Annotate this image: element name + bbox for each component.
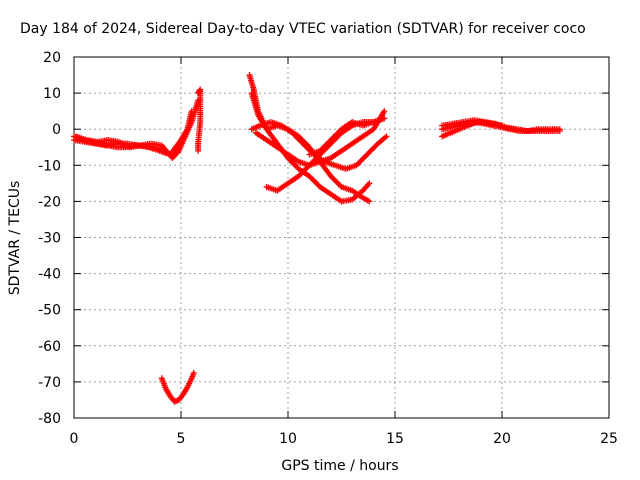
series-track-c [73, 97, 202, 162]
y-tick-label: -50 [38, 303, 61, 319]
series-track-j [306, 115, 388, 158]
data-point [381, 108, 388, 115]
series-track-d [158, 369, 197, 405]
data-point [556, 128, 563, 135]
chart-title: Day 184 of 2024, Sidereal Day-to-day VTE… [20, 21, 586, 37]
data-point [499, 122, 505, 129]
grid-lines [74, 57, 609, 418]
tick-labels: 0 5 10 15 20 25 20 10 0 -10 -20 -30 -40 -50 -60 -70 -80 [38, 50, 618, 447]
y-tick-label: -30 [38, 231, 61, 247]
y-tick-label: 20 [43, 50, 61, 66]
data-point [195, 147, 202, 154]
y-tick-label: 0 [52, 122, 61, 138]
series-outliers [195, 86, 204, 154]
y-tick-label: -10 [38, 158, 61, 174]
series-track-m [439, 118, 505, 133]
data-point [366, 180, 373, 187]
x-tick-label: 20 [493, 431, 511, 447]
y-tick-label: -20 [38, 194, 61, 210]
x-tick-label: 25 [600, 431, 618, 447]
x-tick-label: 5 [177, 431, 186, 447]
data-point [366, 198, 373, 205]
x-tick-label: 10 [279, 431, 297, 447]
series-track-b [71, 108, 195, 158]
x-tick-label: 15 [386, 431, 404, 447]
series-track-i [252, 108, 388, 169]
x-axis-label: GPS time / hours [281, 458, 398, 474]
y-tick-label: -60 [38, 339, 61, 355]
y-tick-label: -70 [38, 375, 61, 391]
y-tick-label: -40 [38, 267, 61, 283]
y-tick-label: -80 [38, 411, 61, 427]
data-points [71, 72, 563, 405]
x-tick-label: 0 [70, 431, 79, 447]
axis-ticks [73, 56, 610, 419]
data-point [381, 115, 388, 122]
y-tick-label: 10 [43, 86, 61, 102]
y-axis-label: SDTVAR / TECUs [7, 181, 23, 296]
data-point [190, 369, 197, 376]
data-point [383, 133, 390, 140]
